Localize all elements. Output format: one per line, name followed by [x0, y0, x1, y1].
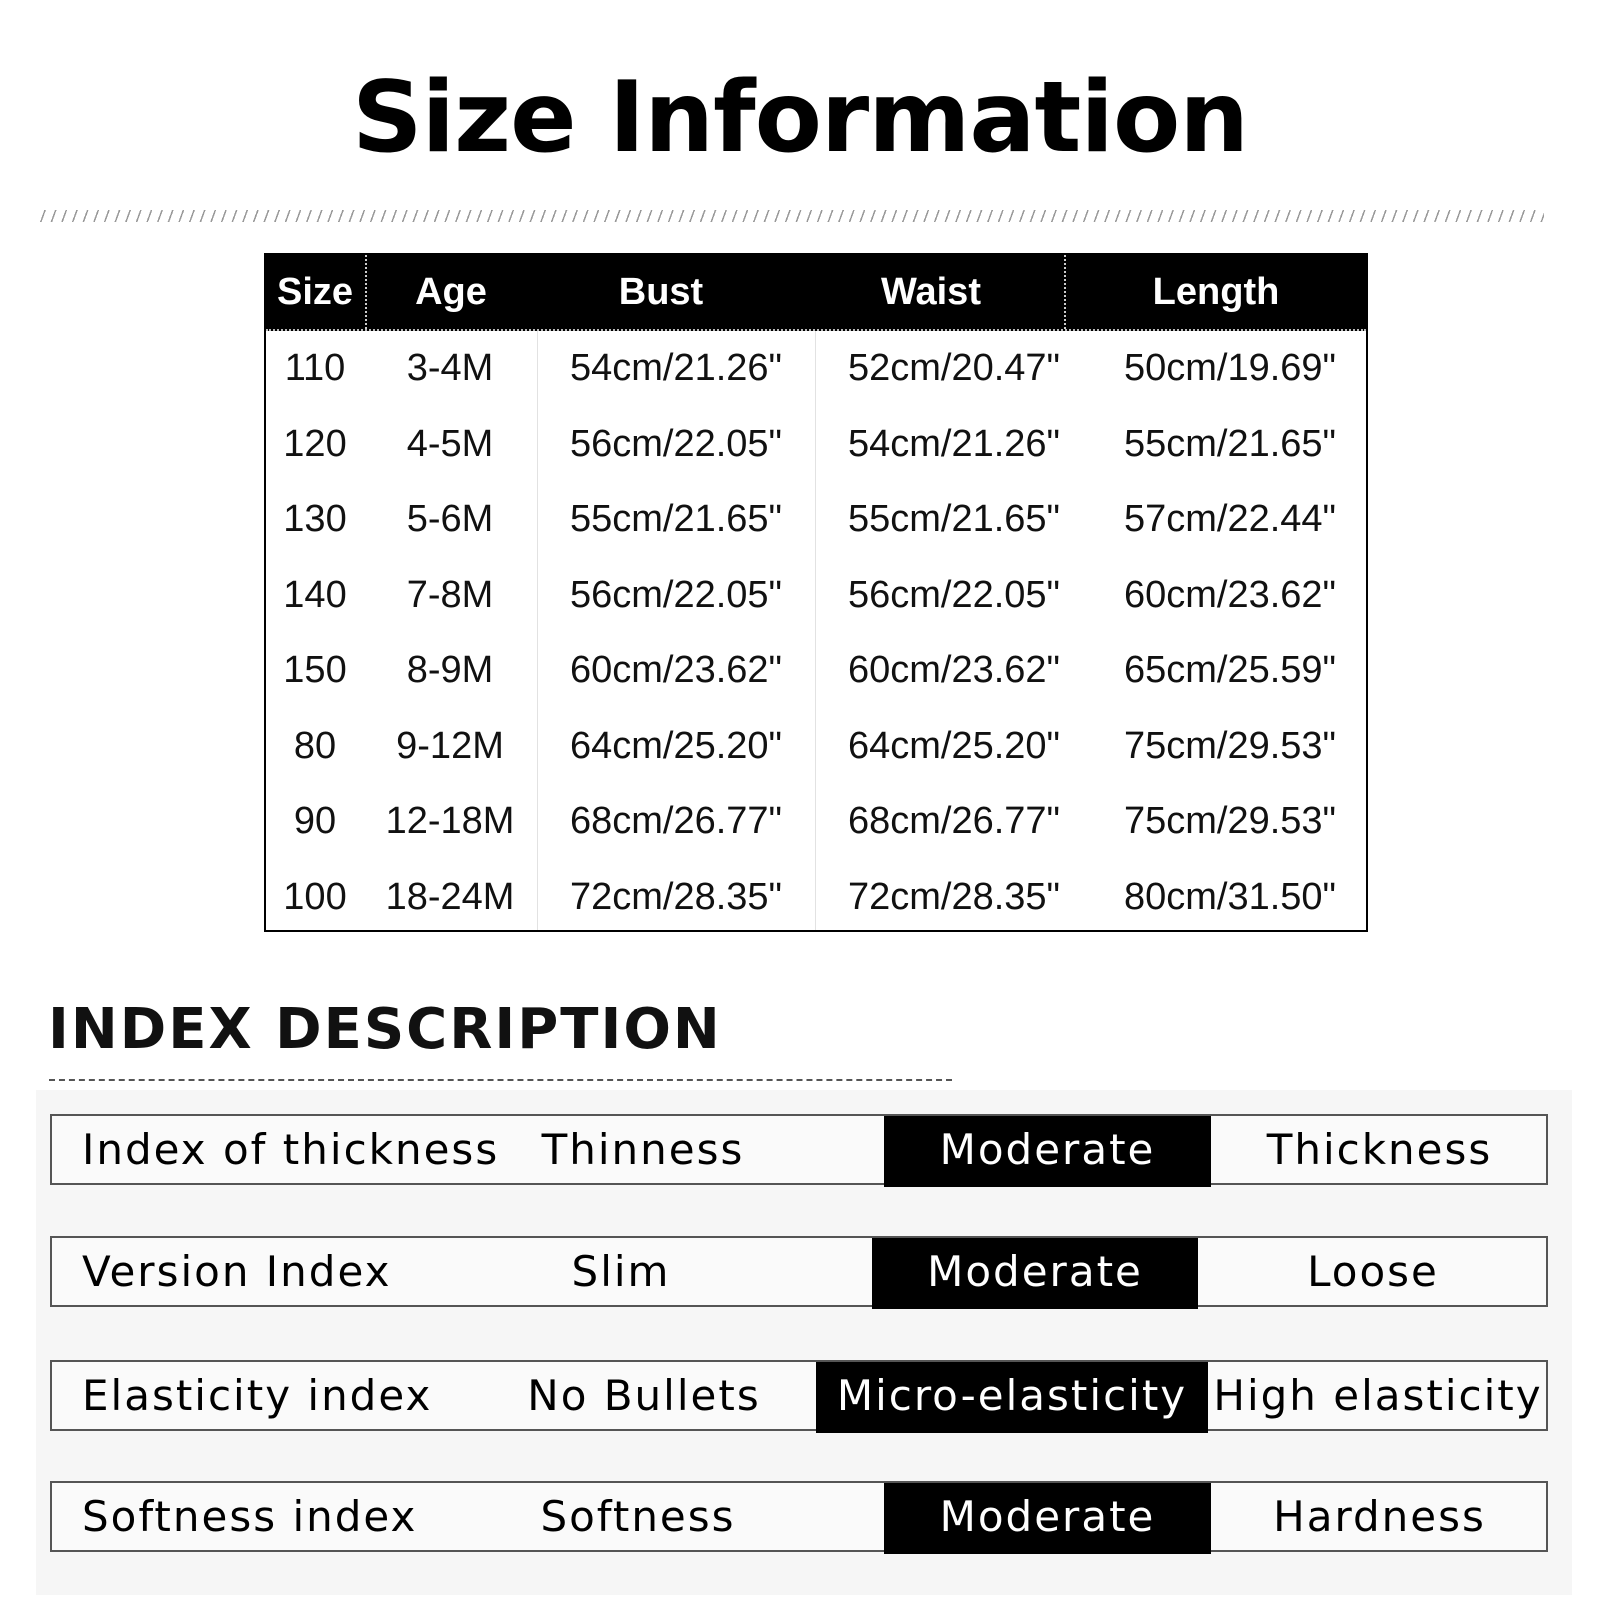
table-cell-size: 80 — [293, 724, 337, 767]
table-cell-bust: 56cm/22.05" — [569, 573, 783, 616]
column-divider — [537, 331, 538, 930]
table-cell-length: 50cm/19.69" — [1123, 347, 1337, 389]
page-title: Size Information — [351, 61, 1249, 175]
table-cell-age: 18-24M — [385, 875, 515, 918]
index-option: Softness — [540, 1492, 736, 1541]
dashed-divider — [49, 1079, 952, 1081]
table-cell-size: 100 — [283, 875, 347, 918]
index-option: Thickness — [1266, 1125, 1493, 1174]
table-cell-size: 130 — [283, 498, 347, 540]
table-row: 110 3-4M 54cm/21.26" 52cm/20.47" 50cm/19.69" — [266, 331, 1366, 407]
index-row: Elasticity index No Bullets Micro-elastici… — [50, 1360, 1548, 1433]
index-label: Softness index — [82, 1492, 418, 1541]
table-cell-length: 75cm/29.53" — [1123, 800, 1337, 842]
table-cell-waist: 52cm/20.47" — [847, 347, 1061, 389]
header-divider — [365, 255, 367, 329]
table-row: 80 9-12M 64cm/25.20" 64cm/25.20" 75cm/29.53" — [266, 709, 1366, 785]
table-cell-bust: 64cm/25.20" — [569, 724, 783, 767]
table-cell-waist: 72cm/28.35" — [847, 875, 1061, 918]
table-cell-age: 12-18M — [385, 800, 515, 842]
table-cell-age: 5-6M — [406, 498, 494, 540]
decorative-divider — [39, 210, 1544, 222]
table-cell-waist: 60cm/23.62" — [847, 649, 1061, 691]
table-cell-size: 90 — [293, 800, 337, 842]
table-row: 90 12-18M 68cm/26.77" 68cm/26.77" 75cm/29.53… — [266, 784, 1366, 860]
index-option: Loose — [1307, 1247, 1439, 1296]
table-cell-bust: 56cm/22.05" — [569, 422, 783, 465]
table-cell-waist: 56cm/22.05" — [847, 573, 1061, 616]
column-header-waist: Waist — [881, 271, 981, 313]
index-row: Version Index Slim Moderate Loose — [50, 1236, 1548, 1309]
index-option-selected: Moderate — [872, 1238, 1198, 1309]
table-cell-bust: 60cm/23.62" — [569, 649, 783, 691]
index-label: Index of thickness — [82, 1125, 500, 1174]
index-option-selected: Moderate — [884, 1116, 1211, 1187]
table-cell-size: 120 — [283, 422, 347, 465]
table-cell-age: 3-4M — [406, 347, 494, 389]
table-cell-length: 75cm/29.53" — [1123, 724, 1337, 767]
table-cell-bust: 55cm/21.65" — [569, 498, 783, 540]
table-cell-size: 110 — [284, 347, 346, 389]
table-cell-length: 57cm/22.44" — [1123, 498, 1337, 540]
table-cell-waist: 64cm/25.20" — [847, 724, 1061, 767]
table-header: Size Age Bust Waist Length — [266, 255, 1366, 331]
table-cell-bust: 54cm/21.26" — [569, 347, 783, 389]
table-cell-bust: 72cm/28.35" — [569, 875, 783, 918]
table-row: 140 7-8M 56cm/22.05" 56cm/22.05" 60cm/23.62" — [266, 558, 1366, 634]
index-option-selected: Moderate — [884, 1483, 1211, 1554]
table-cell-bust: 68cm/26.77" — [569, 800, 783, 842]
size-table: Size Age Bust Waist Length 110 3-4M 54cm/21.26… — [264, 253, 1368, 932]
table-cell-length: 60cm/23.62" — [1123, 573, 1337, 616]
index-option: Slim — [571, 1247, 671, 1296]
table-cell-length: 80cm/31.50" — [1123, 875, 1337, 918]
table-cell-length: 55cm/21.65" — [1123, 422, 1337, 465]
table-cell-age: 8-9M — [406, 649, 494, 691]
table-cell-size: 140 — [283, 573, 347, 616]
table-row: 130 5-6M 55cm/21.65" 55cm/21.65" 57cm/22.44" — [266, 482, 1366, 558]
index-row: Index of thickness Thinness Moderate Thickn… — [50, 1114, 1548, 1187]
table-cell-age: 7-8M — [406, 573, 494, 616]
table-row: 150 8-9M 60cm/23.62" 60cm/23.62" 65cm/25.59" — [266, 633, 1366, 709]
index-row: Softness index Softness Moderate Hardness — [50, 1481, 1548, 1554]
table-cell-waist: 54cm/21.26" — [847, 422, 1061, 465]
index-option: Thinness — [541, 1125, 745, 1174]
index-option: High elasticity — [1213, 1371, 1543, 1420]
column-header-age: Age — [415, 271, 487, 313]
column-header-bust: Bust — [618, 271, 704, 313]
index-option: No Bullets — [527, 1371, 761, 1420]
table-cell-waist: 68cm/26.77" — [847, 800, 1061, 842]
table-row: 120 4-5M 56cm/22.05" 54cm/21.26" 55cm/21.65" — [266, 407, 1366, 483]
index-label: Version Index — [82, 1247, 392, 1296]
table-cell-waist: 55cm/21.65" — [847, 498, 1061, 540]
column-header-length: Length — [1152, 271, 1280, 313]
header-divider — [1064, 255, 1066, 329]
table-cell-age: 9-12M — [396, 724, 504, 767]
table-cell-size: 150 — [283, 649, 347, 691]
table-cell-age: 4-5M — [406, 422, 494, 465]
table-cell-length: 65cm/25.59" — [1123, 649, 1337, 691]
index-option: Hardness — [1273, 1492, 1486, 1541]
index-description-title: INDEX DESCRIPTION — [48, 997, 722, 1062]
index-label: Elasticity index — [82, 1371, 433, 1420]
table-row: 100 18-24M 72cm/28.35" 72cm/28.35" 80cm/31.5… — [266, 860, 1366, 936]
column-header-size: Size — [276, 271, 354, 313]
column-divider — [815, 331, 816, 930]
index-option-selected: Micro-elasticity — [816, 1362, 1208, 1433]
